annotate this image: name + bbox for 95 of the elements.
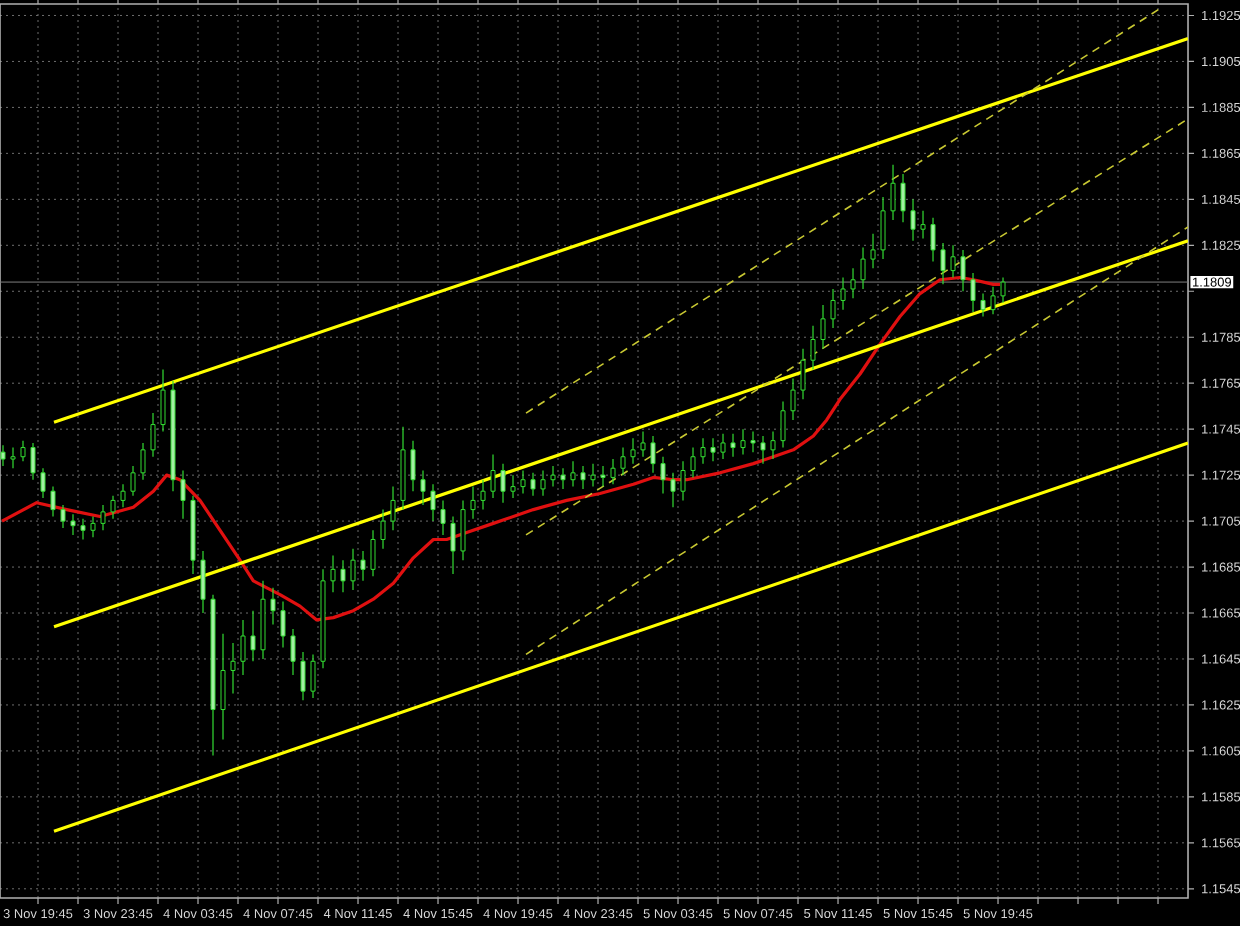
candlestick — [530, 472, 536, 497]
candlestick — [20, 440, 26, 462]
candlestick — [380, 508, 386, 550]
candlestick — [850, 267, 856, 299]
candlestick — [940, 242, 946, 285]
candlestick — [420, 469, 426, 506]
candlestick — [150, 412, 156, 458]
candlestick — [270, 587, 276, 626]
candlestick — [390, 486, 396, 531]
candlestick — [590, 463, 596, 488]
candlestick — [820, 304, 826, 350]
candlestick — [970, 272, 976, 313]
candlestick — [910, 198, 916, 242]
candlestick — [340, 559, 346, 593]
candlestick — [710, 437, 716, 462]
candlestick — [480, 479, 486, 511]
candlestick — [610, 458, 616, 485]
candlestick — [160, 368, 166, 433]
candlestick — [330, 554, 336, 593]
candlestick — [40, 467, 46, 499]
candlestick — [430, 483, 436, 522]
candlestick — [230, 642, 236, 695]
candlestick — [130, 465, 136, 497]
candlestick — [950, 244, 956, 279]
candlestick — [180, 469, 186, 520]
candlestick — [860, 246, 866, 290]
candlestick — [200, 550, 206, 614]
candlestick — [800, 348, 806, 400]
candlestick — [730, 433, 736, 458]
candlestick — [560, 467, 566, 490]
candlestick — [880, 196, 886, 260]
candlestick — [110, 495, 116, 520]
candlestick — [250, 610, 256, 662]
candlestick — [680, 460, 686, 502]
candlestick — [50, 486, 56, 518]
candlestick — [550, 465, 556, 488]
candlestick — [900, 173, 906, 223]
candlestick — [470, 486, 476, 520]
candlestick — [360, 550, 366, 582]
candlestick — [10, 446, 16, 469]
candlestick — [60, 504, 66, 529]
candlestick — [830, 288, 836, 329]
candlestick — [490, 453, 496, 499]
candlestick — [370, 529, 376, 577]
candlestick — [930, 217, 936, 262]
candlestick — [310, 653, 316, 699]
candlestick — [960, 249, 966, 292]
candlestick — [90, 515, 96, 538]
candlestick — [720, 433, 726, 460]
candlestick — [440, 499, 446, 536]
candlestick — [570, 460, 576, 488]
candlestick — [580, 465, 586, 490]
candlestick — [350, 548, 356, 591]
candlestick — [620, 446, 626, 476]
candlestick — [240, 619, 246, 676]
candlestick — [220, 633, 226, 741]
candlestick — [410, 440, 416, 492]
candlestick — [990, 286, 996, 315]
candlestick — [600, 465, 606, 488]
candlestick — [700, 437, 706, 465]
candlestick — [760, 435, 766, 465]
candlestick — [870, 233, 876, 269]
candlestick — [770, 430, 776, 460]
candlestick — [30, 442, 36, 481]
candlestick — [120, 483, 126, 508]
candlestick — [690, 446, 696, 479]
candlestick — [640, 430, 646, 458]
candlestick — [70, 513, 76, 536]
candlestick — [0, 444, 6, 467]
candlestick — [510, 474, 516, 499]
candlestick — [780, 400, 786, 449]
candlestick — [450, 515, 456, 575]
candlestick — [280, 600, 286, 649]
candlestick — [840, 276, 846, 311]
candlestick — [140, 442, 146, 481]
candlestick — [810, 325, 816, 371]
candlestick — [650, 435, 656, 474]
candlestick — [460, 499, 466, 561]
candlestick — [290, 628, 296, 676]
candlestick — [660, 456, 666, 495]
candlestick — [520, 469, 526, 495]
candlestick — [790, 377, 796, 421]
candlestick — [740, 428, 746, 456]
candlestick — [670, 472, 676, 508]
candlestick — [980, 292, 986, 318]
candlestick — [1000, 276, 1006, 304]
candlestick — [920, 210, 926, 240]
candlestick — [300, 651, 306, 701]
candlestick — [100, 504, 106, 531]
candlestick — [750, 430, 756, 453]
candlestick — [540, 469, 546, 497]
candlestick — [630, 437, 636, 465]
candlestick — [80, 518, 86, 541]
candlestick — [500, 463, 506, 504]
candlestick — [890, 164, 896, 221]
